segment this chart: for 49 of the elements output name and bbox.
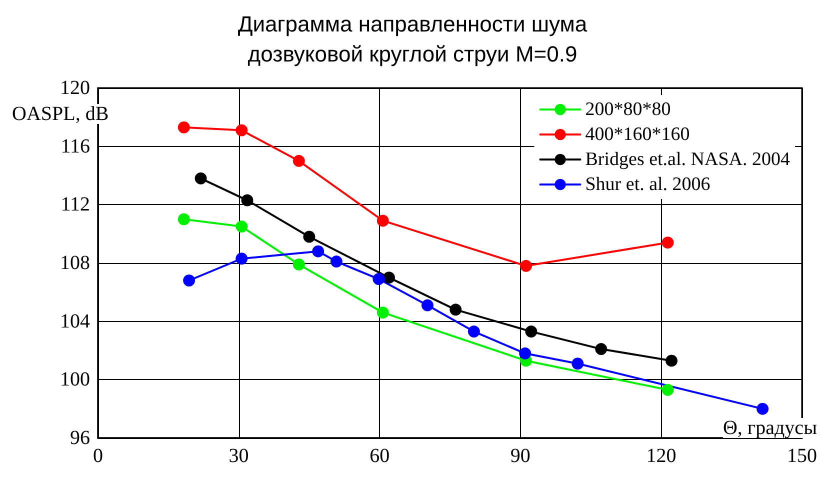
y-tick-label: 104: [60, 310, 90, 332]
point: [376, 306, 389, 319]
point: [450, 304, 462, 316]
legend-label: 200*80*80: [585, 99, 671, 120]
point: [519, 347, 532, 360]
x-tick-label: 150: [787, 445, 817, 467]
point: [383, 272, 395, 284]
y-tick-label: 112: [60, 194, 90, 216]
point: [756, 402, 769, 415]
x-tick-label: 90: [510, 445, 530, 467]
point: [194, 172, 207, 184]
y-tick-label: 100: [60, 368, 90, 391]
x-tick-label: 0: [93, 445, 103, 467]
point: [312, 245, 324, 258]
x-axis-title: Θ, градусы: [722, 417, 817, 439]
legend-label: Bridges et.al. NASA. 2004: [585, 149, 790, 170]
x-tick-label: 60: [370, 445, 390, 467]
point: [662, 384, 674, 396]
point: [595, 343, 608, 356]
point: [520, 260, 532, 272]
point: [236, 124, 248, 136]
point: [330, 256, 342, 268]
point: [372, 273, 385, 286]
point: [292, 258, 305, 270]
y-axis-title: OASPL, dB: [12, 103, 109, 125]
y-tick-label: 108: [60, 252, 90, 274]
y-tick-label: 120: [60, 77, 90, 99]
x-tick-label: 120: [646, 445, 676, 467]
point: [421, 299, 434, 312]
point: [572, 358, 584, 370]
point: [666, 354, 678, 367]
point: [241, 194, 254, 206]
point: [662, 236, 674, 249]
point: [468, 326, 480, 338]
point: [303, 230, 316, 243]
point: [376, 214, 389, 227]
point: [292, 154, 305, 167]
y-tick-label: 96: [70, 427, 90, 449]
point: [236, 220, 248, 233]
legend-label: 400*160*160: [585, 124, 690, 145]
point: [236, 252, 248, 265]
chart-title: Диаграмма направленности шума дозвуковой круглой струи M=0.9: [238, 12, 588, 66]
y-tick-label: 116: [60, 135, 90, 158]
legend-label: Shur et. al. 2006: [585, 174, 710, 195]
point: [525, 326, 538, 338]
point: [178, 213, 190, 226]
x-tick-label: 30: [228, 445, 249, 467]
point: [183, 274, 196, 286]
point: [178, 121, 190, 134]
